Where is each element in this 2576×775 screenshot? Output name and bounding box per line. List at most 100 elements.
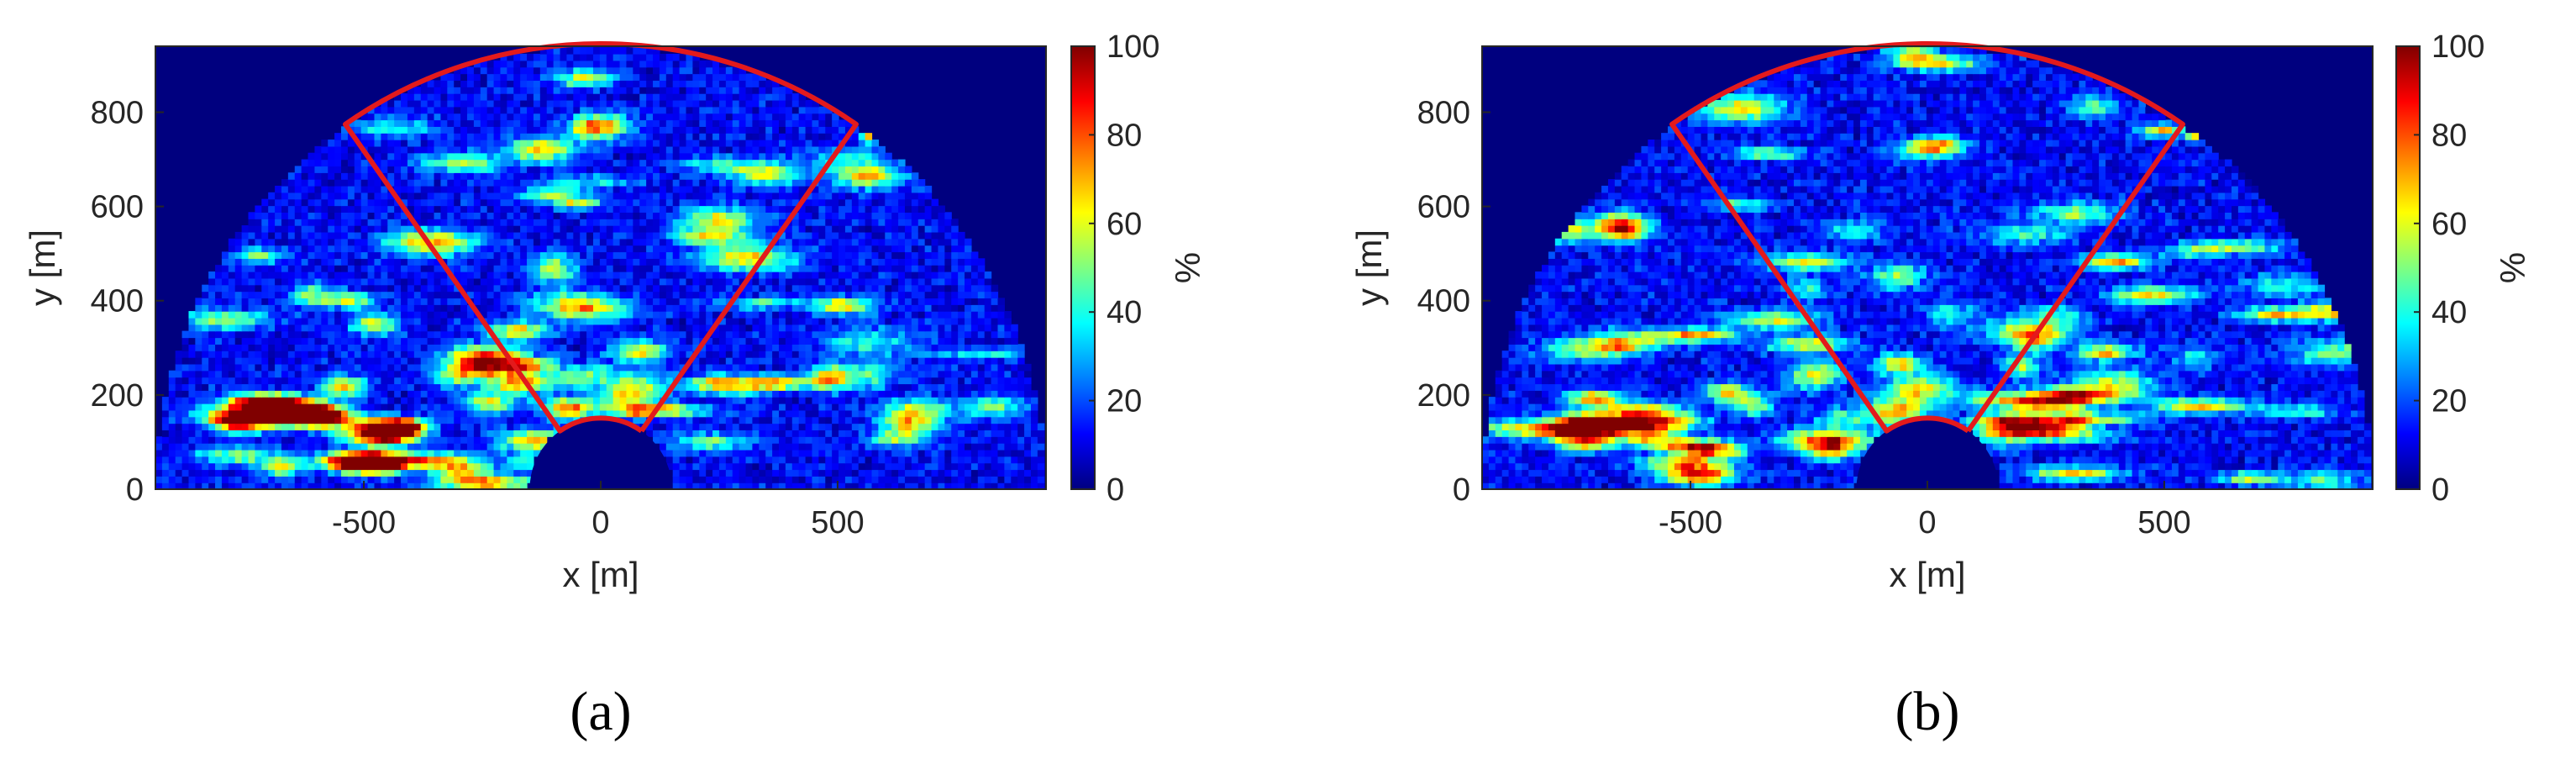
heatmap-cell [294, 271, 302, 279]
heatmap-cell [341, 231, 349, 240]
heatmap-cell [612, 351, 621, 358]
heatmap-cell [473, 443, 481, 451]
heatmap-cell [202, 363, 209, 372]
heatmap-cell [911, 225, 919, 233]
heatmap-cell [997, 357, 1005, 365]
heatmap-cell [798, 351, 807, 358]
heatmap-cell [851, 245, 860, 253]
heatmap-cell [440, 383, 448, 391]
heatmap-cell [268, 251, 276, 259]
heatmap-cell [413, 383, 422, 391]
heatmap-cell [659, 383, 667, 391]
heatmap-cell [500, 416, 507, 424]
heatmap-cell [599, 390, 607, 398]
heatmap-cell [321, 337, 329, 345]
heatmap-cell [374, 212, 381, 219]
heatmap-cell [527, 423, 534, 431]
heatmap-cell [917, 456, 926, 464]
heatmap-cell [308, 284, 316, 293]
heatmap-cell [911, 304, 919, 312]
heatmap-cell [507, 436, 514, 444]
heatmap-cell [454, 311, 461, 319]
heatmap-cell [958, 449, 965, 457]
heatmap-cell [991, 456, 999, 464]
heatmap-cell [686, 370, 693, 378]
heatmap-cell [633, 291, 640, 299]
heatmap-cell [493, 476, 502, 483]
heatmap-cell [454, 304, 461, 312]
heatmap-cell [381, 423, 388, 431]
heatmap-cell [725, 271, 733, 279]
heatmap-cell [599, 277, 607, 286]
heatmap-cell [818, 311, 826, 319]
heatmap-cell [434, 482, 442, 489]
heatmap-cell [878, 284, 886, 293]
heatmap-cell [413, 443, 422, 451]
heatmap-cell [241, 251, 250, 259]
heatmap-cell [958, 469, 965, 477]
heatmap-cell [427, 377, 435, 385]
heatmap-cell [924, 231, 933, 240]
heatmap-cell [1017, 351, 1025, 358]
heatmap-cell [287, 317, 296, 325]
heatmap-cell [626, 231, 633, 240]
heatmap-cell [500, 430, 507, 437]
heatmap-cell [420, 298, 428, 305]
heatmap-cell [202, 330, 209, 339]
heatmap-cell [454, 370, 461, 378]
heatmap-cell [626, 291, 633, 299]
heatmap-cell [513, 377, 521, 385]
heatmap-cell [367, 443, 376, 451]
heatmap-cell [911, 430, 919, 437]
heatmap-cell [447, 482, 455, 489]
heatmap-cell [301, 225, 309, 233]
heatmap-cell [188, 317, 196, 325]
heatmap-cell [580, 390, 587, 398]
heatmap-cell [241, 370, 250, 378]
heatmap-cell [839, 377, 846, 385]
heatmap-cell [732, 271, 740, 279]
heatmap-cell [851, 311, 860, 319]
heatmap-cell [970, 324, 979, 332]
heatmap-cell [818, 436, 826, 444]
heatmap-cell [427, 416, 435, 424]
heatmap-cell [374, 225, 381, 233]
heatmap-cell [480, 377, 488, 385]
heatmap-cell [639, 370, 647, 378]
heatmap-cell [619, 277, 628, 286]
heatmap-cell [367, 363, 376, 372]
heatmap-cell [447, 212, 455, 219]
heatmap-cell [314, 436, 322, 444]
heatmap-cell [931, 238, 939, 246]
heatmap-cell [785, 291, 793, 299]
heatmap-cell [188, 462, 196, 471]
heatmap-cell [580, 383, 587, 391]
heatmap-cell [679, 430, 687, 437]
heatmap-cell [885, 304, 892, 312]
heatmap-cell [885, 390, 892, 398]
heatmap-cell [328, 449, 335, 457]
heatmap-cell [287, 245, 296, 253]
heatmap-cell [679, 383, 687, 391]
heatmap-cell [221, 311, 229, 319]
heatmap-cell [592, 311, 601, 319]
heatmap-cell [851, 258, 860, 266]
heatmap-cell [234, 462, 243, 471]
heatmap-cell [844, 370, 853, 378]
heatmap-cell [865, 363, 873, 372]
heatmap-cell [374, 304, 381, 312]
heatmap-cell [407, 330, 415, 339]
heatmap-cell [904, 351, 912, 358]
heatmap-cell [791, 265, 800, 272]
heatmap-cell [434, 377, 442, 385]
heatmap-cell [665, 397, 674, 404]
heatmap-cell [798, 245, 807, 253]
heatmap-cell [387, 291, 395, 299]
heatmap-cell [161, 449, 170, 457]
heatmap-cell [360, 238, 369, 246]
heatmap-cell [221, 271, 229, 279]
heatmap-cell [646, 238, 654, 246]
heatmap-cell [328, 351, 335, 358]
heatmap-cell [772, 469, 780, 477]
heatmap-cell [546, 225, 555, 233]
